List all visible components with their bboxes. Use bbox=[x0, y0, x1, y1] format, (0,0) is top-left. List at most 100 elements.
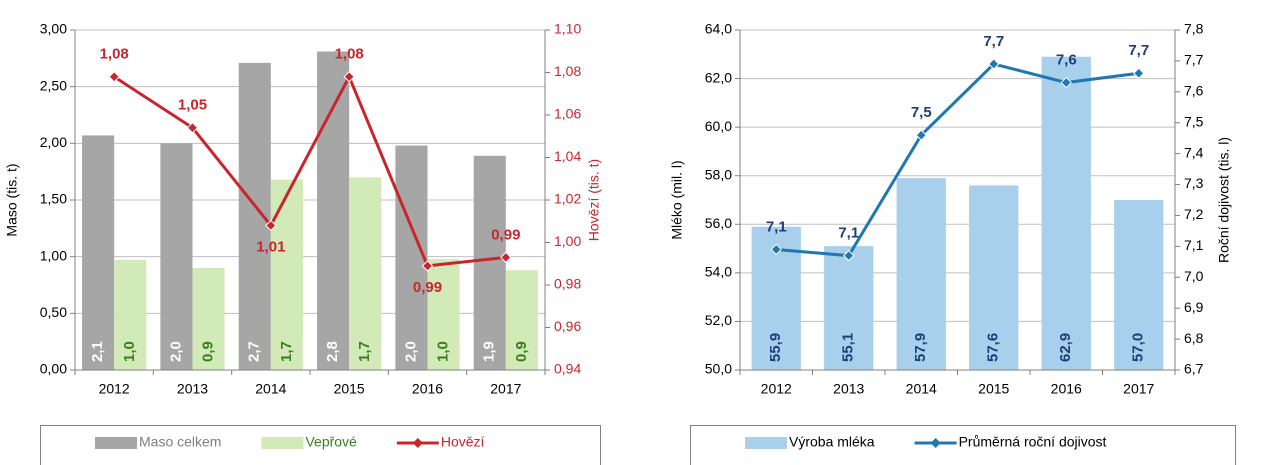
y2-tick-label: 7,3 bbox=[1184, 175, 1204, 191]
line-value-label: 7,7 bbox=[983, 33, 1004, 50]
bar bbox=[349, 177, 382, 370]
line-marker bbox=[186, 122, 199, 134]
y2-tick-label: 6,8 bbox=[1184, 330, 1204, 346]
bar-value-label: 2,0 bbox=[402, 341, 419, 362]
bar bbox=[1041, 56, 1091, 370]
y2-tick-label: 1,08 bbox=[554, 63, 581, 79]
y2-tick-label: 7,0 bbox=[1184, 268, 1204, 284]
y-tick-label: 2,00 bbox=[40, 134, 67, 150]
line-marker bbox=[500, 251, 512, 264]
legend-label: Hovězí bbox=[441, 434, 485, 450]
legend-marker bbox=[930, 438, 941, 448]
y2-tick-label: 7,8 bbox=[1184, 21, 1204, 37]
legend: Maso celkem Vepřové Hovězí bbox=[95, 434, 485, 450]
y2-tick-label: 7,4 bbox=[1184, 144, 1204, 160]
y-tick-label: 52,0 bbox=[705, 312, 732, 328]
bar bbox=[896, 178, 946, 370]
line bbox=[776, 62, 1139, 258]
y2-tick-label: 7,6 bbox=[1184, 83, 1204, 99]
y-tick-label: 54,0 bbox=[705, 264, 732, 280]
bar bbox=[395, 145, 428, 370]
bar bbox=[238, 62, 271, 370]
bar bbox=[969, 185, 1019, 370]
y-tick-label: 1,50 bbox=[40, 191, 67, 207]
x-tick-label: 2013 bbox=[833, 381, 864, 397]
y-tick-label: 60,0 bbox=[705, 118, 732, 134]
bar-value-label: 1,7 bbox=[278, 341, 295, 362]
line-value-label: 1,08 bbox=[100, 46, 129, 63]
line-marker bbox=[843, 249, 855, 262]
legend-marker bbox=[412, 438, 423, 448]
legend-label: Výroba mléka bbox=[789, 434, 875, 450]
line bbox=[113, 73, 506, 268]
y2-axis-title: Hovězí (tis. t) bbox=[586, 159, 602, 241]
line-value-label: 0,99 bbox=[413, 279, 442, 296]
x-tick-label: 2015 bbox=[334, 381, 365, 397]
bar bbox=[270, 179, 303, 370]
bar bbox=[192, 268, 225, 370]
line-value-label: 1,08 bbox=[335, 46, 364, 63]
line-marker bbox=[915, 129, 927, 141]
legend-box bbox=[690, 425, 1236, 465]
y-tick-label: 1,00 bbox=[40, 247, 67, 263]
legend-label: Maso celkem bbox=[139, 434, 221, 450]
y-tick-label: 50,0 bbox=[705, 361, 732, 377]
line-value-label: 7,1 bbox=[766, 218, 787, 235]
line-marker bbox=[265, 219, 277, 232]
y-tick-label: 56,0 bbox=[705, 215, 732, 231]
bar-value-label: 2,8 bbox=[324, 341, 341, 362]
line-marker bbox=[421, 260, 434, 272]
x-tick-label: 2014 bbox=[906, 381, 937, 397]
line-value-label: 7,1 bbox=[838, 225, 859, 242]
bar-value-label: 2,0 bbox=[167, 341, 184, 362]
y2-tick-label: 7,5 bbox=[1184, 113, 1204, 129]
y-tick-label: 64,0 bbox=[705, 21, 732, 37]
x-tick-label: 2016 bbox=[1051, 381, 1082, 397]
bar-value-label: 62,9 bbox=[1057, 333, 1074, 362]
bar bbox=[114, 260, 147, 370]
y2-tick-label: 1,10 bbox=[554, 21, 581, 37]
bar bbox=[505, 270, 538, 370]
x-tick-label: 2015 bbox=[978, 381, 1009, 397]
bar bbox=[82, 135, 115, 370]
x-tick-label: 2014 bbox=[255, 381, 286, 397]
x-tick-label: 2013 bbox=[177, 381, 208, 397]
bar bbox=[317, 51, 350, 371]
bar-value-label: 55,1 bbox=[840, 333, 857, 362]
legend-swatch bbox=[95, 437, 137, 449]
bar bbox=[473, 155, 506, 370]
bar bbox=[1114, 200, 1164, 370]
bar-value-label: 1,7 bbox=[356, 341, 373, 362]
legend: Výroba mléka Průměrná roční dojivost bbox=[745, 434, 1107, 450]
line-value-label: 0,99 bbox=[491, 226, 520, 243]
y2-tick-label: 6,9 bbox=[1184, 299, 1204, 315]
y2-tick-label: 1,06 bbox=[554, 106, 581, 122]
y2-tick-label: 0,94 bbox=[554, 361, 581, 377]
legend-box bbox=[40, 425, 601, 465]
x-tick-label: 2017 bbox=[490, 381, 521, 397]
line-value-label: 7,6 bbox=[1056, 52, 1077, 69]
bar bbox=[824, 246, 874, 370]
x-tick-label: 2017 bbox=[1123, 381, 1154, 397]
bar-value-label: 57,0 bbox=[1130, 333, 1147, 362]
bar-value-label: 55,9 bbox=[767, 333, 784, 362]
bar-value-label: 2,1 bbox=[89, 341, 106, 362]
y-tick-label: 2,50 bbox=[40, 77, 67, 93]
y-tick-label: 58,0 bbox=[705, 166, 732, 182]
y2-tick-label: 1,02 bbox=[554, 191, 581, 207]
x-tick-label: 2012 bbox=[761, 381, 792, 397]
bar-value-label: 1,0 bbox=[435, 341, 452, 362]
legend-swatch bbox=[745, 437, 787, 449]
line-marker bbox=[1133, 67, 1145, 79]
y-tick-label: 3,00 bbox=[40, 21, 67, 37]
y2-tick-label: 1,04 bbox=[554, 148, 581, 164]
line-value-label: 1,05 bbox=[178, 97, 207, 114]
bar-value-label: 1,0 bbox=[121, 341, 138, 362]
legend-label: Průměrná roční dojivost bbox=[959, 434, 1107, 450]
bar-value-label: 57,6 bbox=[985, 333, 1002, 362]
line-value-label: 1,01 bbox=[256, 238, 285, 255]
y2-tick-label: 0,96 bbox=[554, 318, 581, 334]
y-tick-label: 0,00 bbox=[40, 361, 67, 377]
legend-swatch bbox=[261, 437, 304, 449]
